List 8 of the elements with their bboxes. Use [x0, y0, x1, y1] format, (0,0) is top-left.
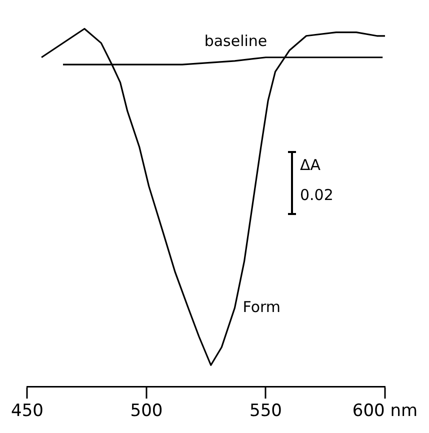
annotation: ΔA [300, 155, 322, 176]
x-tick-label: 450 [10, 401, 44, 422]
x-tick-label: 600 nm [352, 401, 418, 422]
x-tick-label: 550 [250, 401, 282, 422]
x-tick-label: 500 [130, 401, 163, 422]
series-label: Form [242, 298, 281, 316]
series-label: baseline [204, 32, 268, 50]
annotation: 0.02 [300, 185, 334, 206]
